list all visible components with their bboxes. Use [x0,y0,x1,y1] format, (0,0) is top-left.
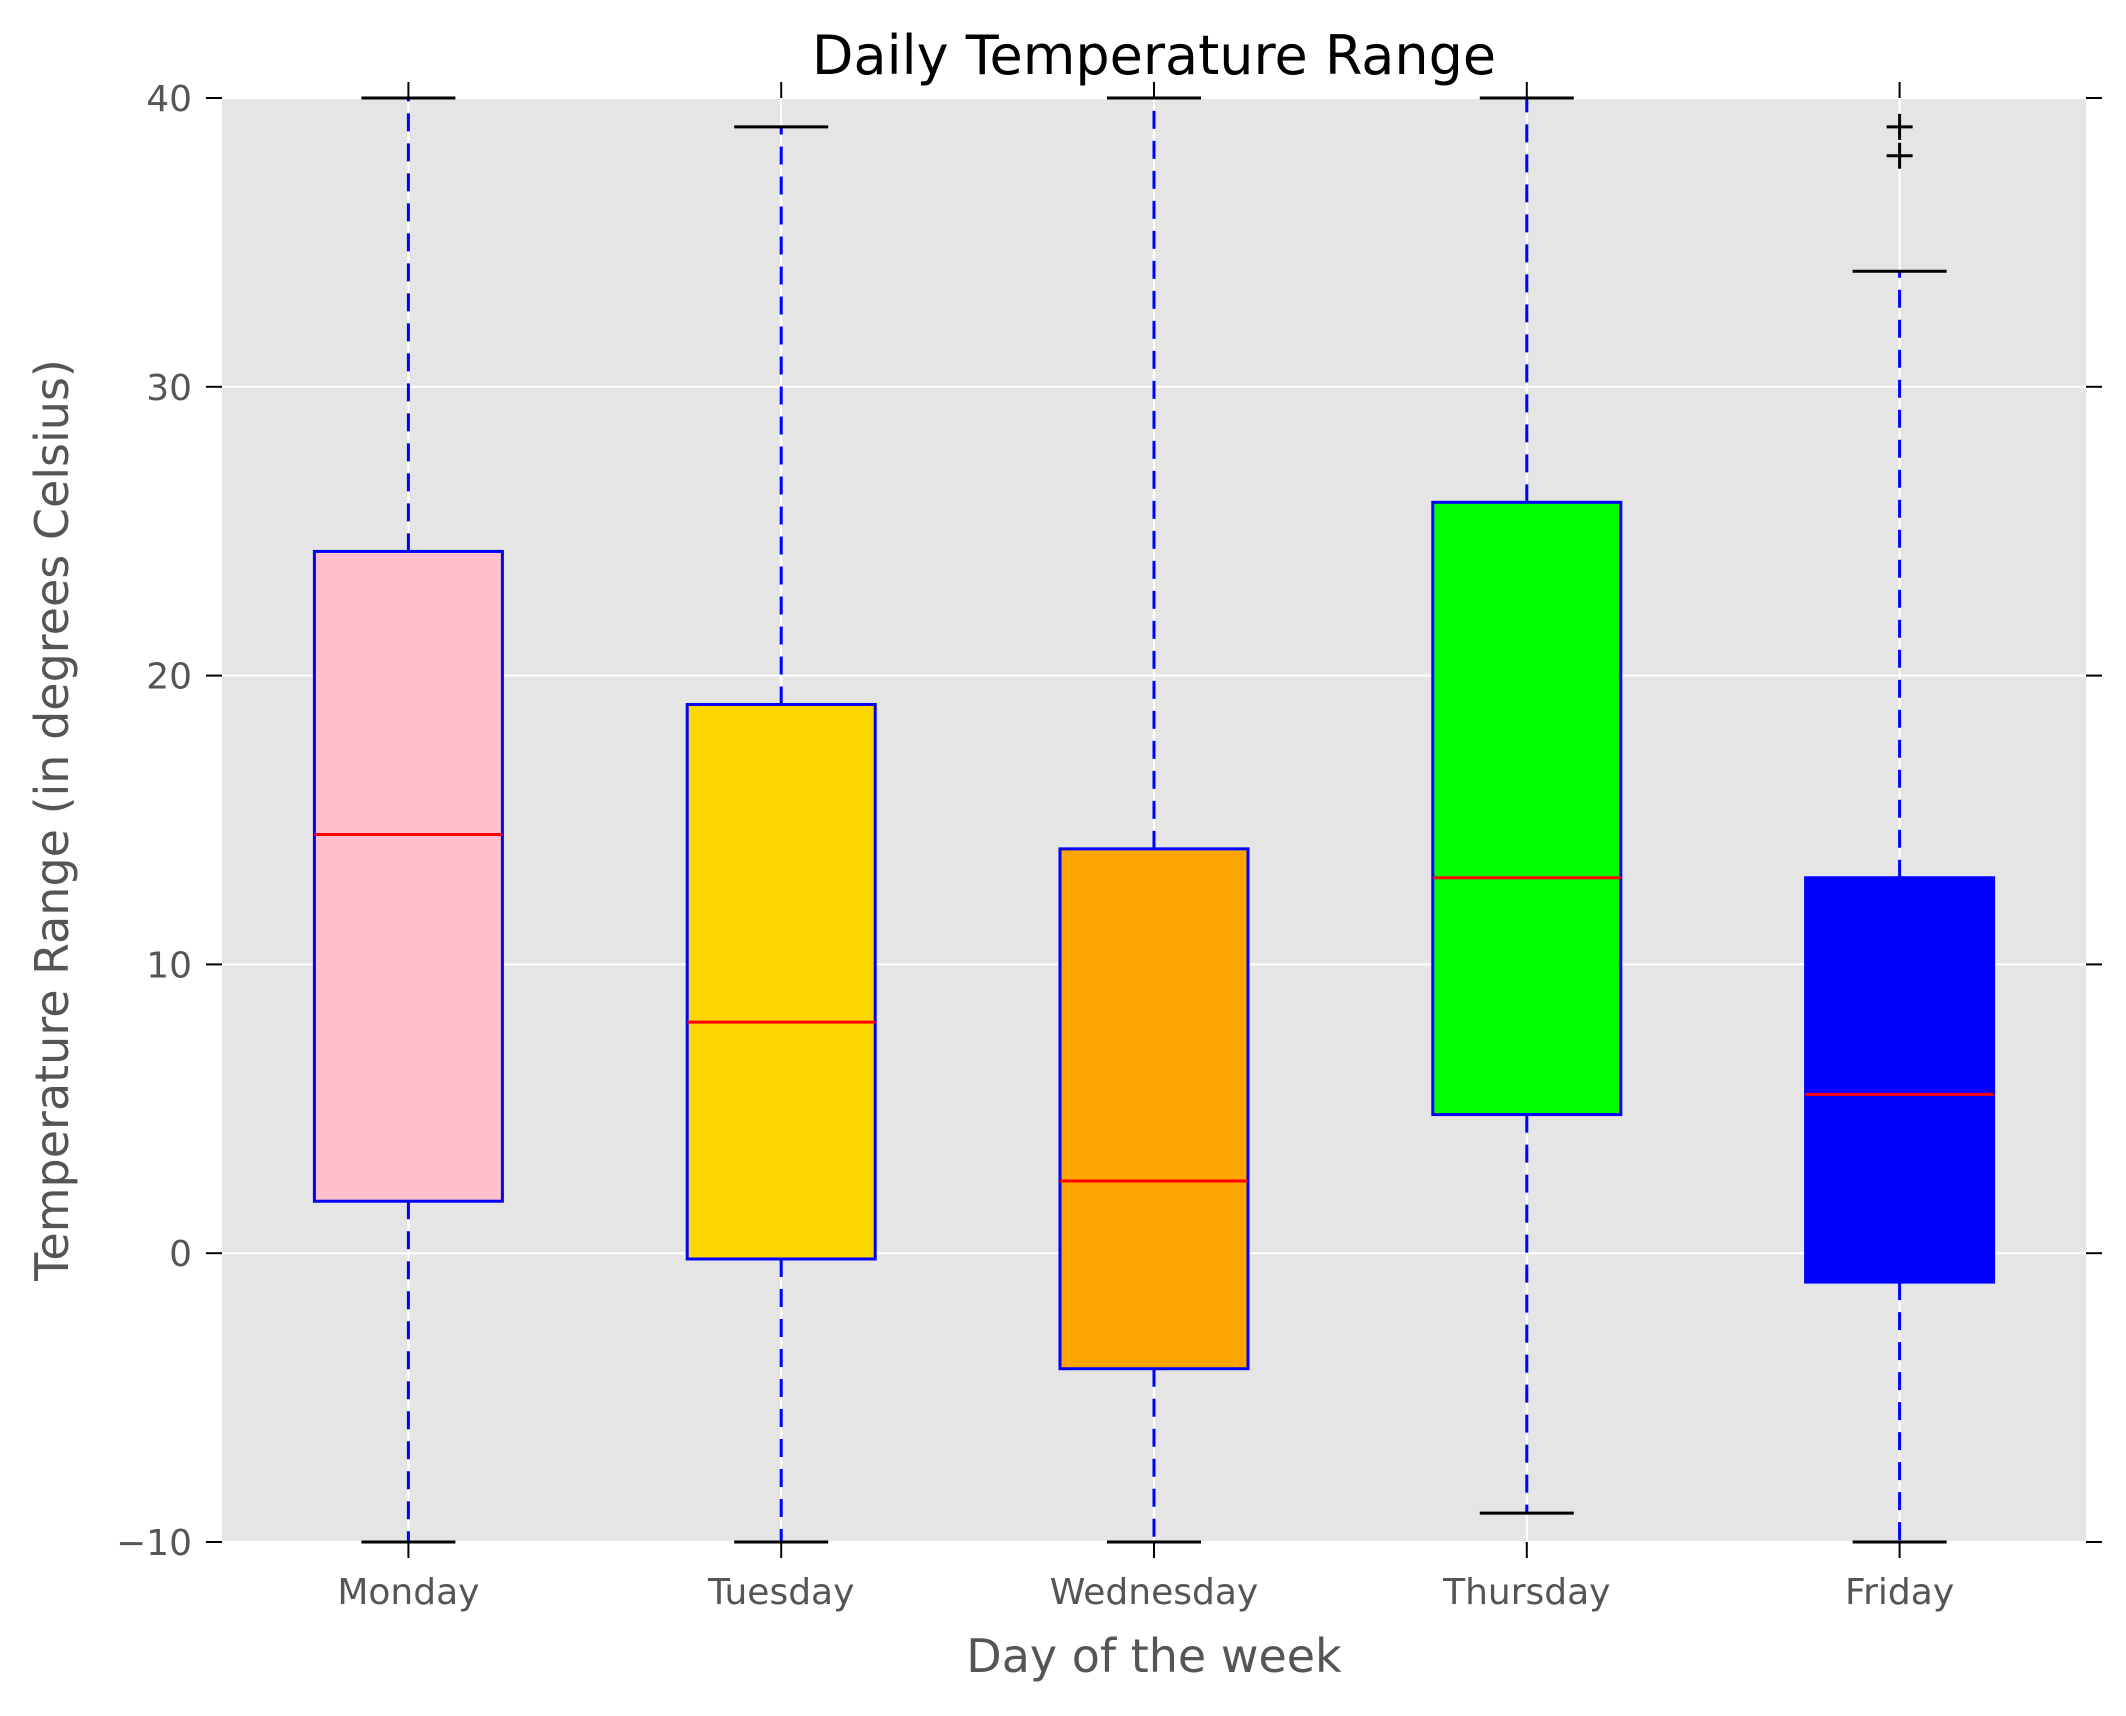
chart-title: Daily Temperature Range [812,24,1496,87]
y-tick-label: 10 [146,945,192,986]
box-friday [1804,113,1996,1544]
box-iqr [1058,847,1250,1371]
box-monday [312,96,504,1544]
y-tick-label: 40 [146,79,192,120]
box-iqr [1431,500,1623,1117]
x-tick-label: Wednesday [1050,1572,1258,1613]
x-tick-label: Tuesday [707,1572,854,1613]
box-wednesday [1058,96,1250,1544]
box-plots [312,96,1996,1544]
y-tick-label: 30 [146,368,192,409]
x-tick-label: Monday [337,1572,479,1613]
y-tick-label: 20 [146,657,192,698]
x-tick-label: Thursday [1442,1572,1610,1613]
box-thursday [1431,96,1623,1515]
x-axis-label: Day of the week [966,1629,1342,1683]
outlier-marker [1886,113,1913,140]
axes: −10 0 10 20 30 40 Monday Tuesday Wednesday Thursd… [116,79,2102,1613]
outlier-marker [1886,142,1913,169]
x-tick-label: Friday [1845,1572,1954,1613]
box-tuesday [685,125,877,1544]
box-iqr [685,702,877,1261]
y-tick-label: −10 [116,1523,192,1564]
y-axis-label: Temperature Range (in degrees Celsius) [25,359,79,1282]
y-tick-label: 0 [169,1234,192,1275]
box-iqr [312,549,504,1203]
box-iqr [1804,876,1996,1284]
